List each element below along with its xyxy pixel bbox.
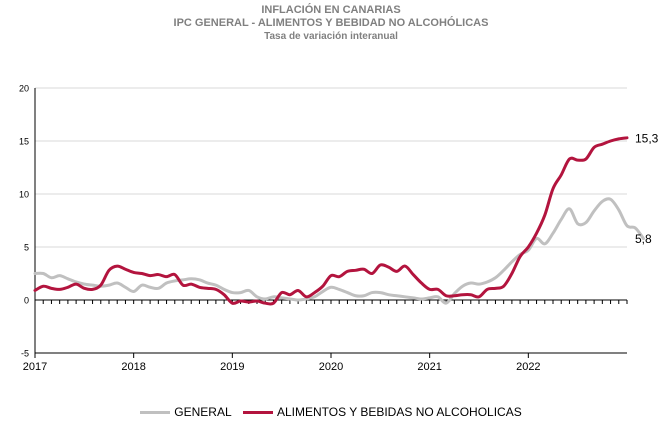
x-tick-label: 2020 — [319, 361, 343, 373]
legend-swatch-general — [140, 411, 171, 415]
y-tick-label: 20 — [19, 84, 29, 94]
chart-title: INFLACIÓN EN CANARIAS — [261, 4, 401, 16]
y-tick-label: 15 — [19, 137, 29, 147]
chart-subtitle: IPC GENERAL - ALIMENTOS Y BEBIDAD NO ALC… — [173, 17, 489, 29]
legend-label-alimentos: ALIMENTOS Y BEBIDAS NO ALCOHOLICAS — [276, 404, 522, 419]
y-tick-label: 5 — [24, 243, 29, 253]
legend: GENERAL ALIMENTOS Y BEBIDAS NO ALCOHOLIC… — [0, 404, 662, 419]
legend-item-general: GENERAL — [140, 404, 232, 419]
legend-label-general: GENERAL — [174, 404, 232, 419]
x-tick-label: 2021 — [417, 361, 441, 373]
y-tick-label: 10 — [19, 190, 29, 200]
end-label-general: 5,8 — [635, 232, 652, 246]
y-tick-label: 0 — [24, 296, 29, 306]
chart-subtitle-2: Tasa de variación interanual — [264, 31, 398, 42]
y-tick-label: -5 — [21, 349, 29, 359]
series-line-general — [33, 197, 645, 305]
end-label-alimentos: 15,3 — [635, 131, 659, 145]
chart-titles: INFLACIÓN EN CANARIAS IPC GENERAL - ALIM… — [0, 3, 662, 43]
x-tick-label: 2022 — [516, 361, 540, 373]
x-tick-label: 2017 — [23, 361, 47, 373]
x-tick-label: 2019 — [220, 361, 244, 373]
legend-item-alimentos: ALIMENTOS Y BEBIDAS NO ALCOHOLICAS — [242, 404, 522, 419]
series-line-alimentos — [33, 136, 629, 306]
legend-swatch-alimentos — [242, 411, 273, 415]
x-tick-label: 2018 — [121, 361, 145, 373]
